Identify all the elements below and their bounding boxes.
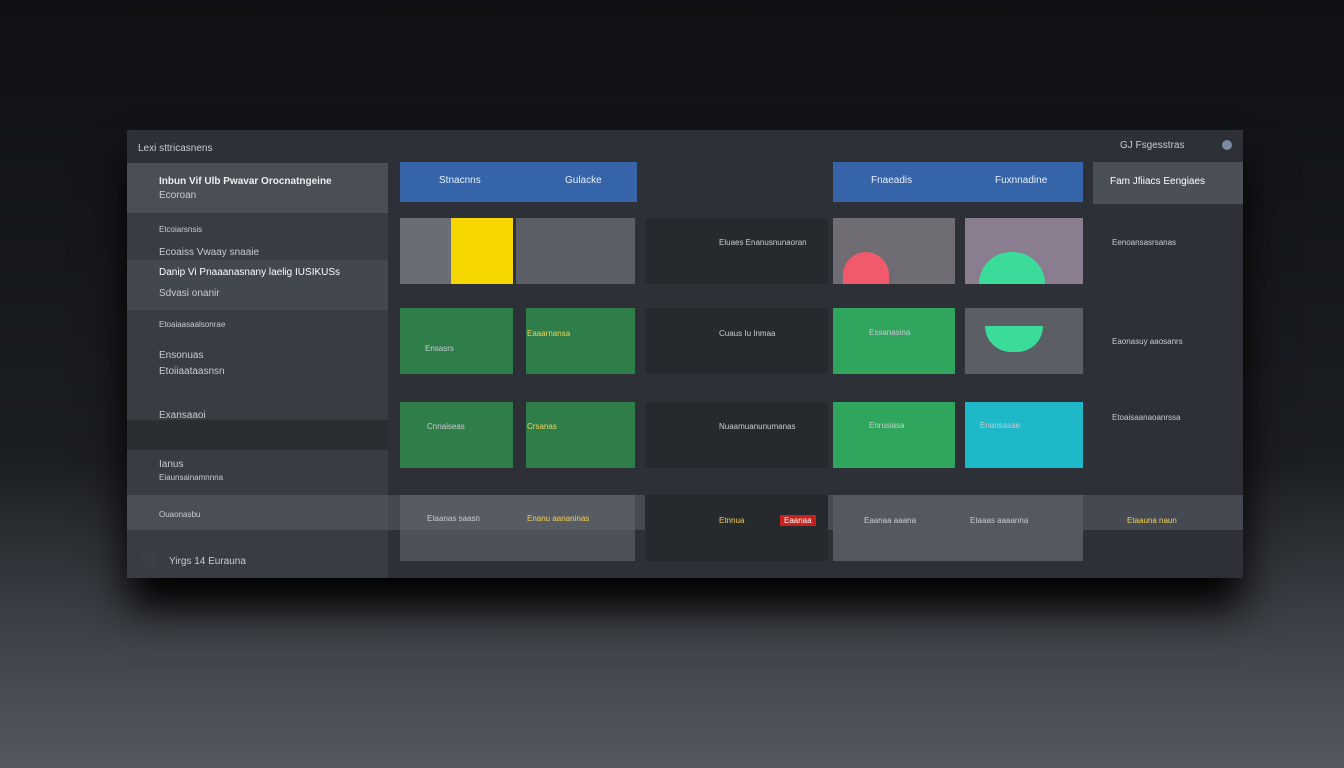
sidebar-item[interactable]: Exansaaoi — [159, 410, 206, 421]
thumbnail[interactable] — [965, 218, 1083, 284]
thumbnail[interactable] — [400, 495, 635, 561]
sidebar-item[interactable]: Danip Vi Pnaaanasnany laelig IUSIKUSs — [159, 267, 341, 278]
thumbnail[interactable] — [833, 402, 955, 468]
thumbnail[interactable] — [526, 308, 635, 374]
sidebar-item[interactable]: Etoaiaasaalsonrae — [159, 320, 226, 329]
thumbnail[interactable] — [965, 402, 1083, 468]
sidebar-subitem: Eiaunsainamnnna — [159, 473, 224, 482]
tab[interactable] — [400, 162, 637, 202]
sidebar-subitem: Sdvasi onanir — [159, 288, 220, 299]
sidebar-subitem: Etoiiaataasnsn — [159, 366, 225, 377]
card-text: Etaaas aaaanna — [970, 516, 1029, 525]
tab[interactable] — [833, 162, 1083, 202]
card-text: Eaaarnansa — [527, 329, 571, 338]
thumbnail[interactable] — [833, 218, 955, 284]
card-text: Enrusiasa — [869, 421, 905, 430]
text-card[interactable] — [645, 308, 828, 374]
sidebar-active[interactable] — [127, 163, 388, 213]
thumbnail[interactable] — [400, 218, 513, 284]
shape — [985, 326, 1043, 352]
card-text: Eaanaa aaana — [864, 516, 917, 525]
text-card[interactable] — [645, 495, 828, 561]
side-text: Eenoansasrsanas — [1112, 238, 1177, 247]
side-text: Etoaisaanaoanrssa — [1112, 413, 1181, 422]
sidebar-item[interactable]: Ecoaiss Vwaay snaaie — [159, 247, 260, 258]
thumbnail[interactable] — [965, 308, 1083, 374]
text-card[interactable] — [645, 402, 828, 468]
sidebar-divider — [127, 420, 388, 450]
thumbnail[interactable] — [833, 308, 955, 374]
sidebar-item[interactable]: Inbun Vif Ulb Pwavar Orocnatngeine — [159, 176, 332, 187]
right-header-label: Fam Jfiiacs Eengiaes — [1110, 176, 1206, 187]
right-header — [1093, 162, 1243, 204]
card-text: Eluaes Enanusnunaoran — [719, 238, 807, 247]
sidebar-subitem: Ecoroan — [159, 190, 197, 201]
thumbnail[interactable] — [400, 402, 513, 468]
account-label[interactable]: GJ Fsgesstras — [1120, 140, 1185, 151]
tab-label[interactable]: Fuxnnadine — [995, 175, 1048, 186]
card-text: Crsanas — [527, 422, 557, 431]
tab-label[interactable]: Gulacke — [565, 175, 602, 186]
app-window: Lexi sttricasnens GJ Fsgesstras Inbun Vi… — [127, 130, 1243, 578]
card-text: Cnnaiseas — [427, 422, 465, 431]
sidebar-footer[interactable]: Yirgs 14 Eurauna — [169, 556, 246, 567]
card-text: Etaanas saasn — [427, 514, 480, 523]
sidebar-item[interactable]: Ouaonasbu — [159, 510, 201, 519]
shape — [843, 252, 889, 284]
card-text: Ensasrs — [425, 344, 454, 353]
side-text: Eaonasuy aaosanrs — [1112, 337, 1183, 346]
sidebar-item[interactable]: Ianus — [159, 459, 184, 470]
avatar[interactable] — [1222, 140, 1232, 150]
sidebar-item[interactable]: Etcoiarsnsis — [159, 225, 203, 234]
app-title: Lexi sttricasnens — [138, 143, 213, 154]
card-text: Cuaus Iu Inmaa — [719, 329, 776, 338]
card-text: Enansasae — [980, 421, 1021, 430]
shape — [979, 252, 1045, 284]
thumbnail[interactable] — [516, 218, 635, 284]
sidebar-highlight[interactable] — [127, 260, 388, 310]
thumbnail[interactable] — [526, 402, 635, 468]
sidebar-item[interactable]: Ensonuas — [159, 350, 204, 361]
tab-label[interactable]: Fnaeadis — [871, 175, 913, 186]
user-icon — [141, 550, 159, 568]
side-text: Etaauna naun — [1127, 516, 1177, 525]
thumbnail[interactable] — [400, 308, 513, 374]
thumbnail[interactable] — [833, 495, 1083, 561]
card-text: Etnnua — [719, 516, 745, 525]
card-text: Nuaamuanunumanas — [719, 422, 796, 431]
tab-label[interactable]: Stnacnns — [439, 175, 481, 186]
card-text: Enanu aananinas — [527, 514, 590, 523]
text-card[interactable] — [645, 218, 828, 284]
card-text: Essanasina — [869, 328, 911, 337]
badge[interactable]: Eaanaa — [780, 515, 816, 526]
